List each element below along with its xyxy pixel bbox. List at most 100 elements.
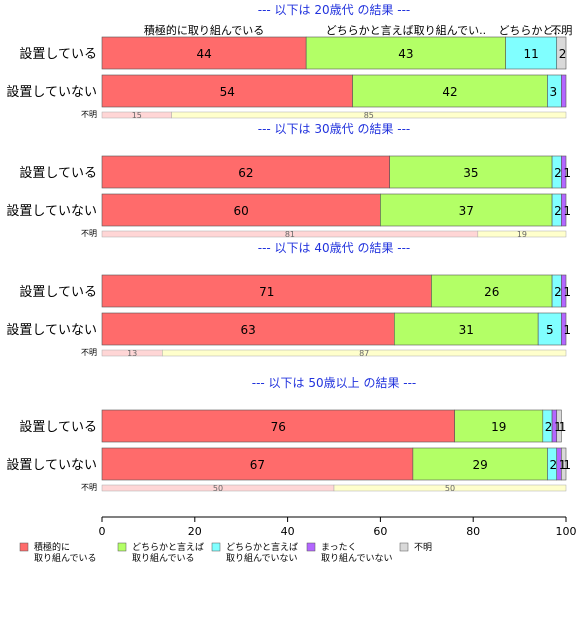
data-label: 35 <box>463 166 478 180</box>
data-label: 11 <box>524 47 539 61</box>
bar-segment <box>561 274 567 308</box>
data-label: 2 <box>549 458 557 472</box>
data-label: 1 <box>563 323 571 337</box>
bar-segment <box>101 74 353 108</box>
x-tick-label: 100 <box>556 525 577 538</box>
legend-label: どちらかと言えば <box>226 541 298 553</box>
data-label: 29 <box>473 458 488 472</box>
data-label: 1 <box>563 285 571 299</box>
na-label: 87 <box>359 349 369 358</box>
bar-segment <box>101 155 390 189</box>
data-label: 31 <box>459 323 474 337</box>
data-label: 1 <box>559 420 567 434</box>
data-label: 2 <box>554 166 562 180</box>
data-label: 62 <box>238 166 253 180</box>
na-label: 15 <box>132 111 142 120</box>
data-label: 2 <box>554 285 562 299</box>
bar-segment <box>352 74 548 108</box>
data-label: 44 <box>196 47 211 61</box>
na-segment <box>333 484 567 492</box>
na-row-label: 不明 <box>81 110 97 119</box>
data-label: 1 <box>563 458 571 472</box>
legend-label: 取り組んでいない <box>226 552 298 564</box>
data-label: 1 <box>563 204 571 218</box>
row-label: 設置していない <box>6 84 97 100</box>
na-label: 50 <box>213 484 223 493</box>
na-row-label: 不明 <box>81 229 97 238</box>
data-label: 67 <box>250 458 265 472</box>
legend-swatch <box>117 542 127 552</box>
data-label: 63 <box>241 323 256 337</box>
na-segment <box>171 111 567 119</box>
x-tick-label: 0 <box>99 525 106 538</box>
bar-segment <box>412 447 548 481</box>
data-label: 1 <box>554 420 562 434</box>
na-segment <box>477 230 567 238</box>
series-label: 積極的に取り組んでいる <box>144 23 264 37</box>
bar-segment <box>380 193 553 227</box>
data-label: 76 <box>271 420 286 434</box>
data-label: 71 <box>259 285 274 299</box>
data-label: 26 <box>484 285 499 299</box>
bar-segment <box>389 155 553 189</box>
na-row-label: 不明 <box>81 348 97 357</box>
row-label: 設置していない <box>6 457 97 473</box>
series-label: どちらかと言えば取り組んでい.. <box>326 24 486 37</box>
bar-segment <box>454 409 544 443</box>
na-label: 50 <box>445 484 455 493</box>
legend-swatch <box>19 542 29 552</box>
legend-label: 取り組んでいる <box>34 552 97 564</box>
x-tick-label: 40 <box>281 525 295 538</box>
data-label: 54 <box>220 85 235 99</box>
data-label: 2 <box>559 47 567 61</box>
legend-label: 積極的に <box>34 541 70 553</box>
data-label: 2 <box>545 420 553 434</box>
legend-label: どちらかと言えば <box>132 541 204 553</box>
panel-title: --- 以下は 40歳代 の結果 --- <box>258 241 411 255</box>
na-label: 81 <box>285 230 295 239</box>
data-label: 3 <box>549 85 557 99</box>
na-label: 13 <box>127 349 137 358</box>
bar-segment <box>561 312 567 346</box>
bar-segment <box>561 155 567 189</box>
panel-title: --- 以下は 50歳以上 の結果 --- <box>252 376 417 390</box>
bar-segment <box>101 447 414 481</box>
series-label: 不明 <box>550 24 572 37</box>
legend-swatch <box>399 542 409 552</box>
legend-swatch <box>211 542 221 552</box>
na-row-label: 不明 <box>81 483 97 492</box>
bar-segment <box>556 409 562 443</box>
bar-segment <box>561 447 567 481</box>
bar-segment <box>431 274 553 308</box>
bar-segment <box>101 409 455 443</box>
data-label: 60 <box>234 204 249 218</box>
row-label: 設置している <box>19 419 97 435</box>
data-label: 43 <box>398 47 413 61</box>
bar-segment <box>394 312 539 346</box>
series-label: どちらかと... <box>498 24 564 37</box>
x-tick-label: 20 <box>188 525 202 538</box>
na-label: 85 <box>364 111 374 120</box>
legend-swatch <box>306 542 316 552</box>
panel-title: --- 以下は 30歳代 の結果 --- <box>258 122 411 136</box>
row-label: 設置していない <box>6 203 97 219</box>
bar-segment <box>561 74 567 108</box>
bar-segment <box>101 274 432 308</box>
na-segment <box>162 349 567 357</box>
x-tick-label: 80 <box>466 525 480 538</box>
row-label: 設置している <box>19 46 97 62</box>
data-label: 1 <box>559 458 567 472</box>
panel-title: --- 以下は 20歳代 の結果 --- <box>258 3 411 17</box>
row-label: 設置していない <box>6 322 97 338</box>
data-label: 5 <box>546 323 554 337</box>
data-label: 2 <box>554 204 562 218</box>
bar-segment <box>556 36 567 70</box>
row-label: 設置している <box>19 284 97 300</box>
x-tick-label: 60 <box>373 525 387 538</box>
bar-segment <box>561 193 567 227</box>
legend-label: 不明 <box>414 542 432 553</box>
legend-label: 取り組んでいない <box>321 552 393 564</box>
bar-segment <box>305 36 506 70</box>
legend-label: まったく <box>321 542 357 553</box>
